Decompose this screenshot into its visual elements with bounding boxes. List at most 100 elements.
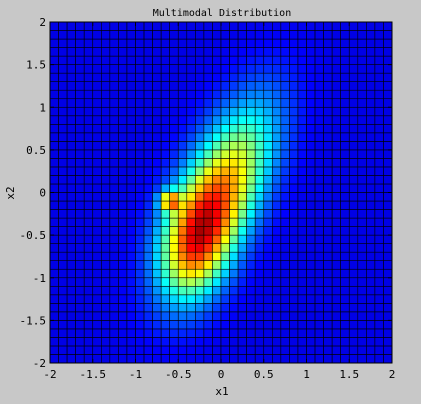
- heatmap-cell: [135, 106, 145, 117]
- heatmap-cell: [135, 175, 145, 185]
- heatmap-cell: [366, 81, 376, 91]
- heatmap-cell: [331, 311, 341, 321]
- heatmap-cell: [314, 158, 324, 168]
- heatmap-cell: [186, 106, 196, 117]
- heatmap-cell: [195, 141, 205, 151]
- heatmap-cell: [323, 320, 333, 330]
- heatmap-cell: [254, 311, 265, 321]
- heatmap-cell: [323, 30, 333, 40]
- heatmap-cell: [152, 30, 162, 40]
- heatmap-cell: [306, 234, 316, 244]
- heatmap-cell: [237, 217, 247, 227]
- heatmap-cell: [383, 234, 393, 244]
- heatmap-cell: [75, 192, 85, 202]
- heatmap-cell: [340, 81, 350, 91]
- heatmap-cell: [220, 285, 230, 296]
- heatmap-cell: [280, 251, 290, 262]
- heatmap-cell: [177, 166, 188, 176]
- heatmap-cell: [195, 183, 205, 193]
- heatmap-cell: [340, 320, 350, 330]
- heatmap-cell: [289, 243, 299, 253]
- heatmap-cell: [254, 89, 265, 100]
- heatmap-cell: [383, 354, 393, 364]
- heatmap-cell: [357, 209, 367, 219]
- heatmap-cell: [75, 158, 85, 168]
- heatmap-cell: [135, 328, 145, 338]
- heatmap-cell: [237, 38, 247, 48]
- heatmap-cell: [126, 132, 136, 142]
- heatmap-cell: [331, 30, 341, 40]
- heatmap-cell: [254, 303, 265, 313]
- heatmap-cell: [297, 89, 307, 100]
- heatmap-cell: [289, 132, 299, 142]
- heatmap-cell: [126, 47, 136, 57]
- heatmap-cell: [306, 124, 316, 134]
- heatmap-cell: [83, 124, 94, 134]
- heatmap-cell: [263, 64, 273, 74]
- heatmap-cell: [280, 64, 290, 74]
- heatmap-cell: [314, 200, 324, 210]
- heatmap-cell: [152, 106, 162, 117]
- heatmap-cell: [152, 328, 162, 338]
- heatmap-cell: [314, 72, 324, 82]
- heatmap-cell: [143, 328, 153, 338]
- heatmap-cell: [195, 72, 205, 82]
- heatmap-cell: [143, 175, 153, 185]
- heatmap-cell: [229, 277, 239, 287]
- heatmap-cell: [203, 337, 213, 347]
- heatmap-cell: [66, 55, 76, 65]
- heatmap-cell: [263, 175, 273, 185]
- heatmap-cell: [203, 192, 213, 202]
- heatmap-cell: [254, 243, 265, 253]
- heatmap-cell: [220, 354, 230, 364]
- heatmap-cell: [195, 260, 205, 270]
- heatmap-cell: [135, 81, 145, 91]
- heatmap-cell: [229, 30, 239, 40]
- heatmap-cell: [263, 38, 273, 48]
- heatmap-cell: [357, 260, 367, 270]
- heatmap-cell: [58, 149, 68, 159]
- heatmap-cell: [126, 64, 136, 74]
- heatmap-cell: [58, 294, 68, 304]
- heatmap-cell: [306, 141, 316, 151]
- heatmap-cell: [357, 132, 367, 142]
- heatmap-cell: [186, 337, 196, 347]
- heatmap-cell: [366, 328, 376, 338]
- y-tick-label: 0.5: [26, 144, 46, 157]
- heatmap-cell: [314, 354, 324, 364]
- heatmap-cell: [229, 132, 239, 142]
- heatmap-cell: [348, 243, 359, 253]
- heatmap-cell: [118, 38, 128, 48]
- heatmap-cell: [348, 320, 359, 330]
- heatmap-cell: [49, 192, 59, 202]
- heatmap-cell: [83, 268, 94, 279]
- heatmap-cell: [229, 217, 239, 227]
- heatmap-cell: [177, 209, 188, 219]
- heatmap-cell: [212, 337, 222, 347]
- heatmap-cell: [246, 217, 256, 227]
- heatmap-cell: [306, 200, 316, 210]
- x-tick-label: -2: [43, 368, 56, 381]
- heatmap-cell: [314, 320, 324, 330]
- heatmap-cell: [109, 183, 119, 193]
- heatmap-cell: [212, 98, 222, 108]
- heatmap-cell: [357, 294, 367, 304]
- heatmap-cell: [323, 64, 333, 74]
- heatmap-cell: [280, 260, 290, 270]
- heatmap-cell: [331, 132, 341, 142]
- heatmap-cell: [83, 72, 94, 82]
- heatmap-cell: [49, 158, 59, 168]
- heatmap-cell: [280, 175, 290, 185]
- heatmap-cell: [297, 320, 307, 330]
- heatmap-cell: [340, 175, 350, 185]
- heatmap-cell: [203, 311, 213, 321]
- heatmap-cell: [169, 345, 179, 355]
- heatmap-cell: [135, 234, 145, 244]
- heatmap-cell: [323, 192, 333, 202]
- heatmap-cell: [229, 209, 239, 219]
- heatmap-cell: [203, 21, 213, 31]
- heatmap-cell: [92, 47, 102, 57]
- heatmap-cell: [237, 141, 247, 151]
- heatmap-cell: [271, 115, 282, 125]
- heatmap-cell: [246, 354, 256, 364]
